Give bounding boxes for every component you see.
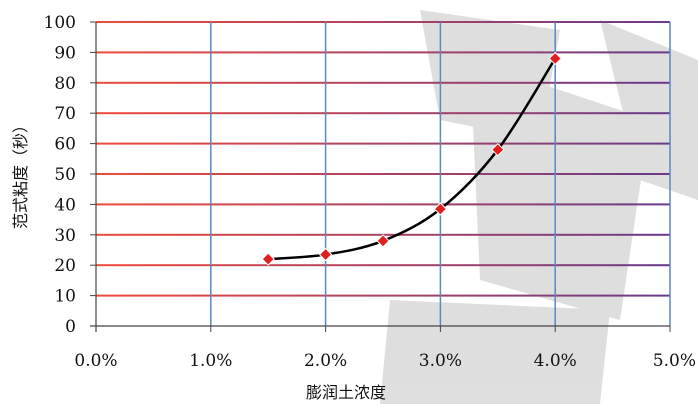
y-tick-label: 70 bbox=[54, 104, 76, 124]
y-tick-label: 30 bbox=[54, 226, 76, 246]
y-tick-label: 90 bbox=[54, 43, 76, 63]
data-point bbox=[318, 247, 333, 262]
x-tick-labels: 0.0% 1.0% 2.0% 3.0% 4.0% 5.0% bbox=[74, 351, 696, 371]
x-tick-label: 1.0% bbox=[189, 351, 232, 371]
y-tick-label: 50 bbox=[54, 165, 76, 185]
horizontal-gridline bbox=[96, 51, 670, 54]
x-tick-label: 0.0% bbox=[74, 351, 117, 371]
y-tick-label: 20 bbox=[54, 256, 76, 276]
data-point bbox=[491, 142, 505, 157]
horizontal-gridline bbox=[96, 142, 670, 145]
x-tick-label: 5.0% bbox=[653, 351, 696, 371]
axes bbox=[90, 21, 671, 332]
x-tick-label: 3.0% bbox=[419, 351, 462, 371]
y-tick-label: 0 bbox=[65, 317, 76, 337]
background-watermark bbox=[380, 10, 698, 404]
horizontal-gridline bbox=[96, 203, 670, 206]
y-tick-label: 100 bbox=[44, 13, 76, 33]
y-axis-title: 范式粘度（秒） bbox=[11, 117, 30, 229]
data-point bbox=[548, 51, 562, 66]
data-points bbox=[261, 51, 562, 266]
y-tick-label: 40 bbox=[54, 195, 76, 215]
x-tick-label: 4.0% bbox=[534, 351, 577, 371]
x-tick-label: 2.0% bbox=[304, 351, 347, 371]
horizontal-gridline bbox=[96, 294, 670, 297]
vertical-gridlines bbox=[210, 22, 671, 326]
horizontal-gridline bbox=[96, 81, 670, 84]
data-point bbox=[261, 252, 275, 266]
x-axis-title: 膨润土浓度 bbox=[306, 383, 386, 402]
horizontal-gridline bbox=[96, 264, 670, 267]
horizontal-gridline bbox=[96, 173, 670, 175]
data-point bbox=[433, 202, 448, 216]
data-point bbox=[376, 234, 390, 248]
y-tick-label: 10 bbox=[54, 287, 76, 307]
horizontal-gridline bbox=[96, 21, 670, 23]
y-tick-label: 60 bbox=[54, 135, 76, 155]
horizontal-gridline bbox=[96, 112, 670, 115]
y-tick-labels: 0 10 20 30 40 50 60 70 80 90 100 bbox=[44, 13, 76, 337]
y-tick-label: 80 bbox=[54, 74, 76, 94]
